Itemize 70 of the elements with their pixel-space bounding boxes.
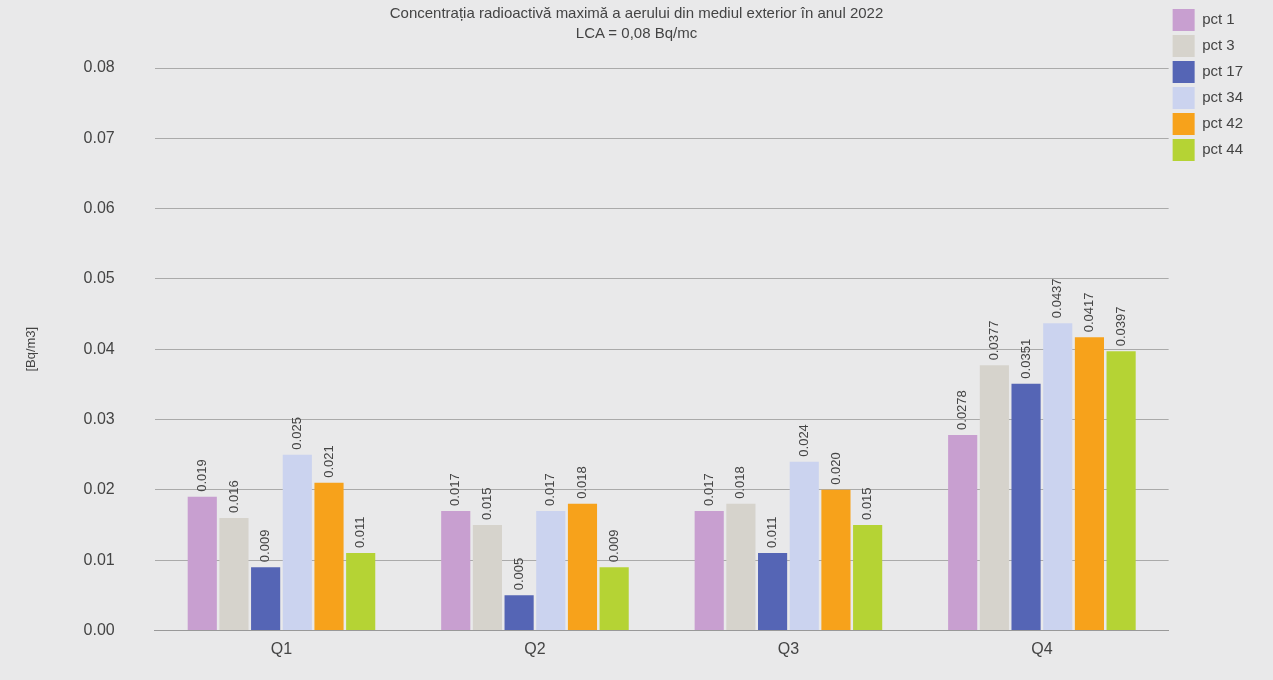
bar: [472, 524, 502, 630]
x-tick-label: Q2: [524, 640, 546, 658]
bar: [1043, 323, 1073, 630]
y-tick-label: 0.00: [83, 620, 115, 638]
x-tick-label: Q3: [777, 640, 800, 658]
data-label: 0.020: [827, 452, 843, 485]
y-tick-label: 0.01: [83, 550, 115, 568]
bar: [504, 595, 534, 630]
bar: [1074, 337, 1104, 630]
data-label: 0.017: [542, 473, 558, 506]
bar: [821, 489, 851, 630]
x-tick-label: Q4: [1031, 640, 1053, 658]
bar: [346, 553, 376, 630]
bar: [187, 496, 217, 630]
legend-label: pct 42: [1202, 114, 1244, 132]
legend-label: pct 17: [1202, 62, 1244, 80]
data-label: 0.015: [859, 487, 875, 520]
legend-label: pct 3: [1202, 36, 1235, 54]
bar: [694, 510, 724, 630]
data-label: 0.019: [193, 459, 209, 492]
bar: [314, 482, 344, 630]
y-axis-title: [Bq/m3]: [23, 326, 39, 372]
bar: [979, 365, 1009, 630]
chart-title: Concentrația radioactivă maximă a aerului din mediul exterior în anul 2022: [389, 4, 884, 22]
data-label: 0.018: [574, 466, 590, 499]
data-label: 0.021: [320, 445, 336, 478]
data-label: 0.024: [795, 424, 811, 457]
bar: [726, 503, 756, 630]
bar: [1106, 351, 1136, 630]
data-label: 0.0278: [954, 390, 970, 430]
data-label: 0.0417: [1081, 292, 1097, 333]
bar: [599, 567, 629, 630]
x-tick-label: Q1: [270, 640, 293, 658]
bar: [282, 454, 312, 630]
y-tick-label: 0.06: [83, 199, 115, 217]
data-label: 0.009: [605, 529, 621, 563]
bar: [251, 567, 281, 630]
legend-label: pct 1: [1202, 10, 1235, 28]
data-label: 0.011: [352, 516, 368, 549]
bar: [789, 461, 819, 630]
data-label: 0.017: [700, 473, 716, 506]
data-label: 0.0377: [985, 320, 1001, 361]
data-label: 0.016: [225, 480, 241, 513]
bar: [948, 434, 978, 630]
y-tick-label: 0.05: [83, 269, 115, 287]
data-label: 0.009: [257, 529, 273, 563]
data-label: 0.017: [447, 473, 463, 506]
y-tick-label: 0.04: [83, 339, 115, 357]
legend-label: pct 34: [1202, 88, 1244, 106]
y-tick-label: 0.07: [83, 128, 115, 146]
bar: [441, 510, 471, 630]
data-label: 0.011: [764, 516, 780, 549]
data-label: 0.005: [510, 557, 526, 591]
y-tick-label: 0.03: [83, 409, 115, 427]
data-label: 0.0397: [1112, 306, 1128, 347]
bar: [219, 517, 249, 630]
data-label: 0.025: [288, 417, 304, 450]
y-tick-label: 0.02: [83, 480, 115, 498]
data-label: 0.015: [479, 487, 494, 520]
data-label: 0.0351: [1017, 338, 1033, 379]
bar: [758, 553, 788, 630]
bar: [567, 503, 598, 630]
legend-label: pct 44: [1202, 140, 1244, 158]
data-label: 0.018: [732, 466, 748, 499]
bar: [853, 524, 883, 630]
chart-subtitle: LCA = 0,08 Bq/mc: [575, 24, 698, 42]
bar: [536, 510, 566, 630]
data-label: 0.0437: [1049, 278, 1065, 319]
bar: [1011, 383, 1041, 630]
y-tick-label: 0.08: [83, 58, 115, 76]
